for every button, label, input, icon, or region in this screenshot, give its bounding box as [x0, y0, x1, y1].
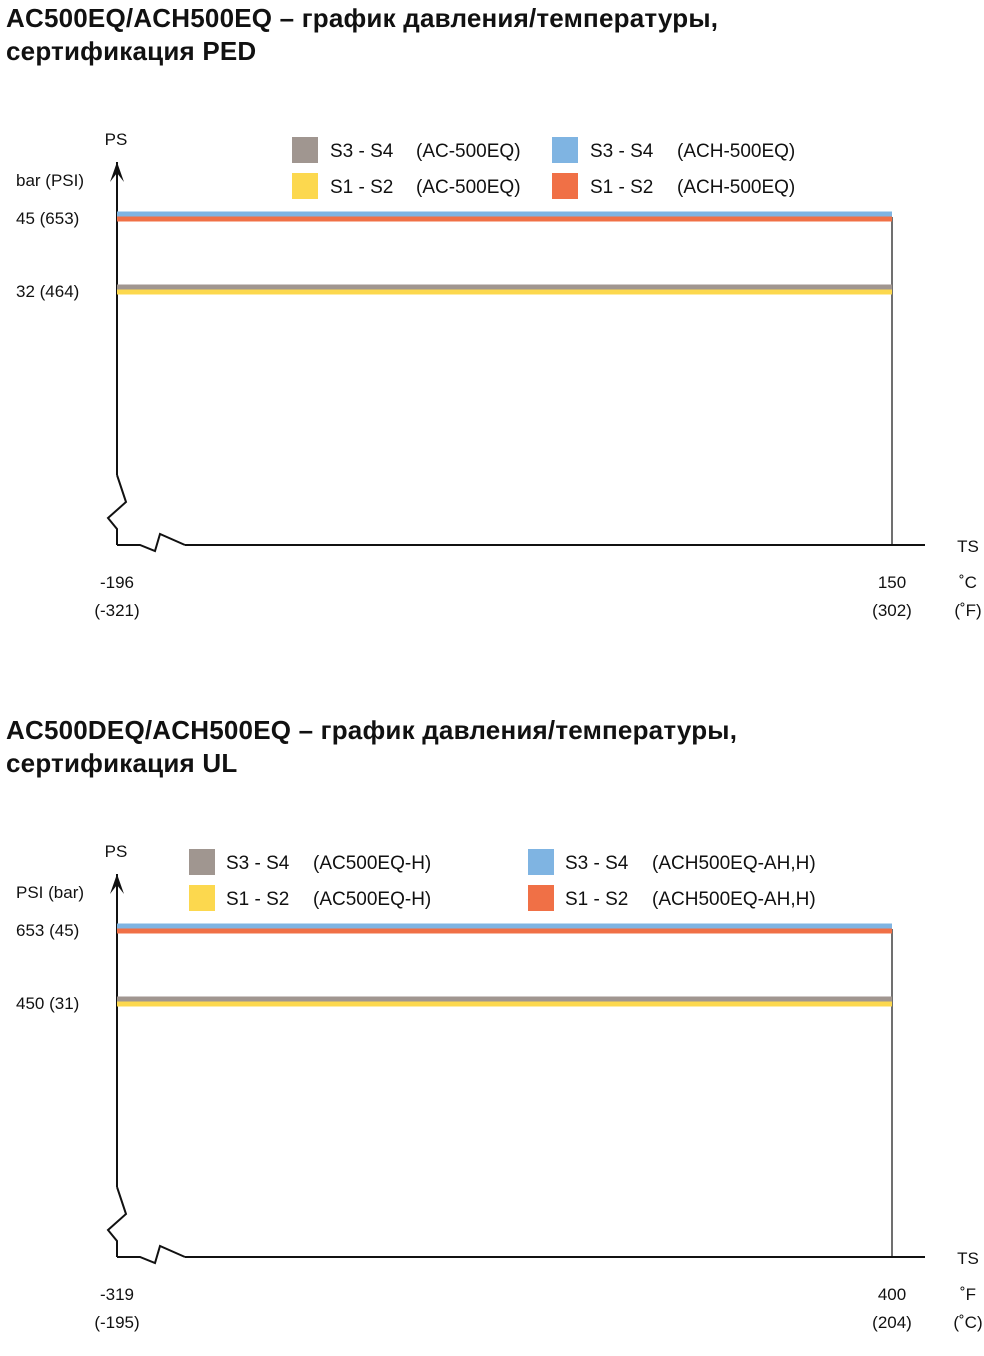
- legend-swatch-brown: [189, 849, 215, 875]
- legend-model-brown: (AC500EQ-H): [313, 853, 431, 874]
- y-axis-name: PS: [105, 130, 128, 149]
- legend-swatch-blue: [552, 137, 578, 163]
- y-axis-arrow-icon: [110, 162, 124, 182]
- chart-2-title: AC500DEQ/ACH500EQ – график давления/темп…: [6, 714, 737, 780]
- y-axis-break: [106, 474, 128, 545]
- y-axis-unit: bar (PSI): [16, 171, 84, 190]
- x-axis-unit-primary: ˚C: [959, 573, 977, 592]
- legend-range-yellow: S1 - S2: [330, 177, 393, 198]
- legend-swatch-brown: [292, 137, 318, 163]
- x-axis-unit-secondary: (˚F): [954, 601, 981, 620]
- legend-range-blue: S3 - S4: [590, 141, 654, 162]
- legend-range-yellow: S1 - S2: [226, 889, 289, 910]
- chart-2-title-line-2: сертификация UL: [6, 748, 238, 778]
- chart-1-title-line-1: AC500EQ/ACH500EQ – график давления/темпе…: [6, 3, 719, 33]
- x-tick-label-secondary: (-195): [94, 1313, 139, 1332]
- legend-model-orange: (ACH-500EQ): [677, 177, 795, 198]
- y-tick-label: 45 (653): [16, 209, 79, 228]
- x-tick-label: 150: [878, 573, 906, 592]
- x-axis-name: TS: [957, 1249, 979, 1268]
- y-axis-name: PS: [105, 842, 128, 861]
- legend-swatch-orange: [528, 885, 554, 911]
- legend-model-orange: (ACH500EQ-AH,H): [652, 889, 816, 910]
- legend-model-yellow: (AC-500EQ): [416, 177, 521, 198]
- y-axis-break: [106, 1186, 128, 1257]
- legend-range-blue: S3 - S4: [565, 853, 629, 874]
- x-tick-label-secondary: (204): [872, 1313, 912, 1332]
- y-axis-unit: PSI (bar): [16, 883, 84, 902]
- y-tick-label: 32 (464): [16, 282, 79, 301]
- chart-1-title-line-2: сертификация PED: [6, 36, 257, 66]
- x-tick-label-secondary: (-321): [94, 601, 139, 620]
- legend-model-blue: (ACH-500EQ): [677, 141, 795, 162]
- x-axis-break: [117, 532, 186, 553]
- legend-swatch-blue: [528, 849, 554, 875]
- legend-model-brown: (AC-500EQ): [416, 141, 521, 162]
- legend-swatch-yellow: [189, 885, 215, 911]
- chart-2-title-line-1: AC500DEQ/ACH500EQ – график давления/темп…: [6, 715, 738, 745]
- x-tick-label: 400: [878, 1285, 906, 1304]
- legend-swatch-yellow: [292, 173, 318, 199]
- legend-range-brown: S3 - S4: [226, 853, 290, 874]
- chart-1-title: AC500EQ/ACH500EQ – график давления/темпе…: [6, 2, 718, 68]
- x-axis-break: [117, 1244, 186, 1265]
- x-axis-unit-primary: ˚F: [960, 1285, 976, 1304]
- legend-swatch-orange: [552, 173, 578, 199]
- y-tick-label: 450 (31): [16, 994, 79, 1013]
- legend-range-brown: S3 - S4: [330, 141, 394, 162]
- y-tick-label: 653 (45): [16, 921, 79, 940]
- legend-range-orange: S1 - S2: [590, 177, 653, 198]
- pressure-temperature-chart-ul: S3 - S4 (AC500EQ-H) S3 - S4 (ACH500EQ-AH,H)…: [16, 842, 983, 1332]
- x-axis-name: TS: [957, 537, 979, 556]
- legend-model-yellow: (AC500EQ-H): [313, 889, 431, 910]
- x-tick-label-secondary: (302): [872, 601, 912, 620]
- legend-model-blue: (ACH500EQ-AH,H): [652, 853, 816, 874]
- x-tick-label: -319: [100, 1285, 134, 1304]
- legend-range-orange: S1 - S2: [565, 889, 628, 910]
- y-axis-arrow-icon: [110, 874, 124, 894]
- pressure-temperature-chart-ped: S3 - S4 (AC-500EQ) S3 - S4 (ACH-500EQ) S1 - …: [16, 130, 982, 620]
- x-tick-label: -196: [100, 573, 134, 592]
- x-axis-unit-secondary: (˚C): [953, 1313, 982, 1332]
